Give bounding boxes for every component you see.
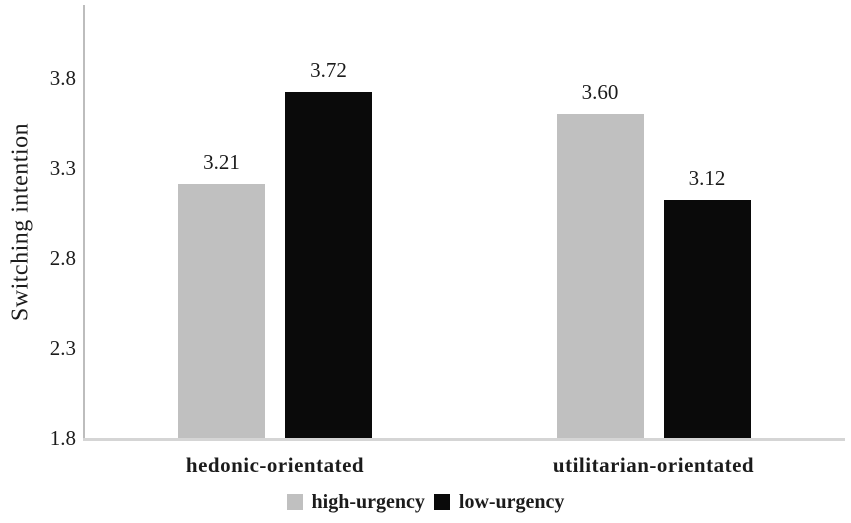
bar-value-label: 3.60 [581, 80, 619, 104]
y-axis-line [83, 5, 85, 438]
category-label: utilitarian-orientated [552, 453, 755, 477]
bar-low-urgency [285, 92, 372, 438]
legend-swatch-high-urgency [286, 494, 303, 510]
bar-low-urgency [663, 200, 751, 438]
y-tick-label: 2.8 [49, 246, 76, 270]
x-axis-line [83, 438, 845, 441]
bar-high-urgency [178, 184, 265, 438]
bar-high-urgency [556, 114, 644, 438]
bar-value-label: 3.21 [203, 150, 240, 175]
y-axis-title: Switching intention [7, 122, 34, 322]
y-tick-label: 2.3 [49, 336, 76, 360]
legend: high-urgency low-urgency [0, 491, 851, 513]
legend-label: high-urgency [311, 491, 425, 513]
bar-value-label: 3.72 [310, 58, 347, 83]
legend-swatch-low-urgency [433, 494, 450, 510]
category-label: hedonic-orientated [185, 453, 365, 477]
y-tick-label: 3.8 [49, 66, 76, 90]
legend-label: low-urgency [458, 491, 565, 513]
y-tick-label: 1.8 [49, 426, 76, 450]
legend-item-high-urgency: high-urgency [286, 491, 425, 513]
legend-item-low-urgency: low-urgency [433, 491, 565, 513]
bar-value-label: 3.12 [688, 166, 726, 191]
y-tick-label: 3.3 [49, 156, 76, 180]
